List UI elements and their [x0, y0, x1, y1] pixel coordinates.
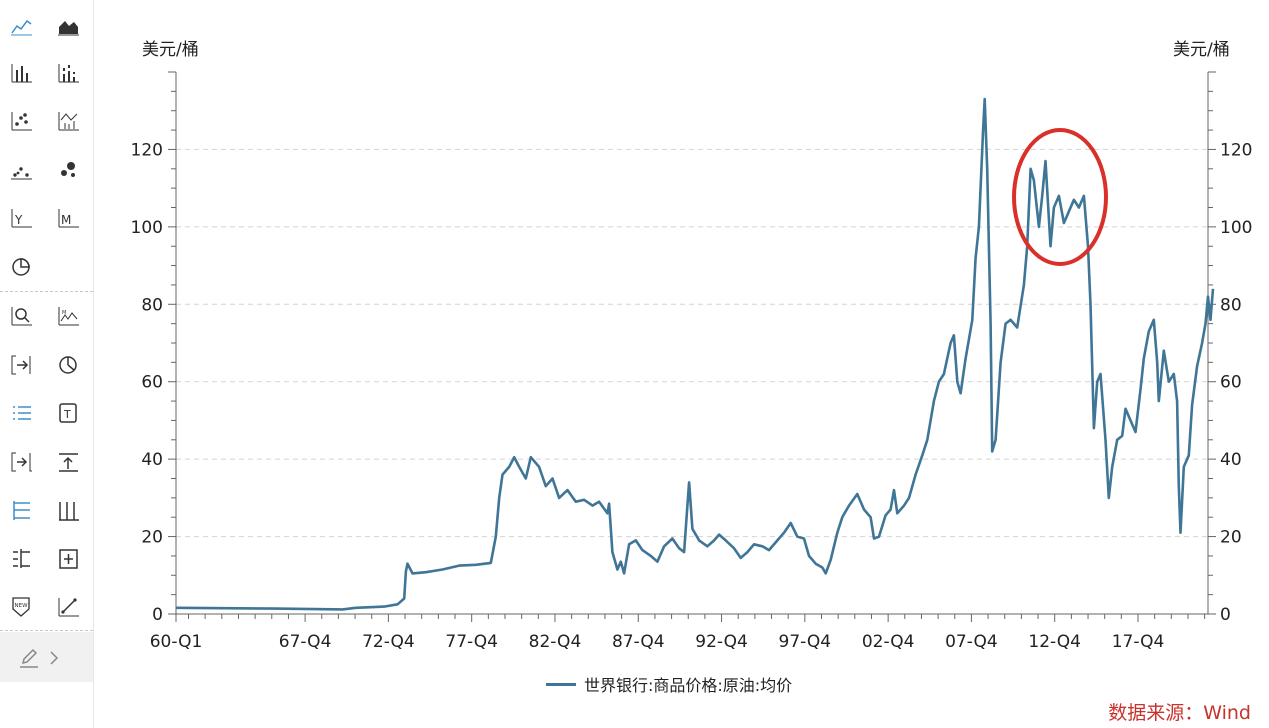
svg-text:NEW: NEW — [15, 603, 29, 609]
x-tick-label: 67-Q4 — [279, 632, 332, 652]
new-badge-icon: NEW — [12, 597, 30, 617]
y-tick-label-right: 40 — [1220, 450, 1242, 470]
axis-layer: 0 0 20 20 40 40 60 60 80 80 100 100 120 120 60-Q1 67-Q4… — [131, 71, 1252, 652]
x-tick-label: 92-Q4 — [695, 632, 748, 652]
shift-right-button[interactable] — [6, 446, 36, 476]
legend-list-button[interactable] — [6, 397, 36, 427]
bubble-chart-button[interactable] — [53, 154, 83, 184]
x-tick-label: 77-Q4 — [445, 632, 498, 652]
text-box-button[interactable]: T — [53, 397, 83, 427]
yearly-bar-button[interactable]: Y — [6, 202, 36, 232]
y-tick-label-left: 40 — [141, 450, 163, 470]
edit-icon[interactable] — [17, 646, 41, 670]
pie-chart-icon — [12, 258, 30, 276]
y-tick-label-right: 60 — [1220, 373, 1242, 393]
x-tick-label: 97-Q4 — [779, 632, 832, 652]
jump-to-end-icon — [11, 355, 31, 375]
data-source-note: 数据来源：Wind — [1108, 702, 1251, 724]
pie-slice-button[interactable] — [53, 349, 83, 379]
y-tick-label-right: 0 — [1220, 605, 1231, 625]
axis-grid-button[interactable] — [6, 495, 36, 525]
x-tick-label: 12-Q4 — [1028, 632, 1081, 652]
jump-to-end-button[interactable] — [6, 349, 36, 379]
stacked-bar-chart-icon — [58, 64, 79, 83]
y-tick-label-left: 100 — [131, 218, 163, 238]
bubble-chart-icon — [61, 162, 75, 177]
y-tick-label-left: 80 — [141, 295, 163, 315]
peak-label-icon: M — [58, 307, 79, 326]
legend-list-icon — [13, 406, 31, 420]
x-tick-label: 17-Q4 — [1112, 632, 1165, 652]
waterfall-chart-icon — [58, 112, 79, 131]
upload-axis-button[interactable] — [53, 446, 83, 476]
svg-text:Y: Y — [14, 213, 23, 227]
y-tick-label-right: 100 — [1220, 218, 1252, 238]
new-badge-button[interactable]: NEW — [6, 591, 36, 621]
svg-text:M: M — [61, 213, 71, 227]
line-chart-icon — [11, 19, 32, 36]
pie-chart-button[interactable] — [6, 251, 36, 281]
legend-swatch — [546, 682, 576, 686]
trend-line-button[interactable] — [53, 591, 83, 621]
scatter-chart-button[interactable] — [6, 105, 36, 135]
chevron-right-icon[interactable] — [47, 649, 61, 667]
bar-chart-icon — [11, 64, 32, 83]
waterfall-chart-button[interactable] — [53, 105, 83, 135]
svg-text:M: M — [62, 310, 66, 316]
toolbar-separator — [0, 291, 93, 292]
stacked-bar-chart-button[interactable] — [53, 57, 83, 87]
shift-right-icon — [11, 452, 32, 472]
y-tick-label-right: 120 — [1220, 140, 1252, 160]
line-chart-button[interactable] — [6, 10, 36, 40]
highlight-circle — [1012, 128, 1108, 266]
y-axis-unit-left: 美元/桶 — [142, 40, 199, 60]
x-tick-label: 60-Q1 — [150, 632, 203, 652]
x-tick-label: 07-Q4 — [945, 632, 998, 652]
area-chart-button[interactable] — [53, 10, 83, 40]
y-axis-unit-right: 美元/桶 — [1173, 40, 1230, 60]
yearly-bar-icon: Y — [11, 209, 32, 228]
split-axis-icon — [13, 549, 30, 568]
monthly-bar-icon: M — [58, 209, 79, 228]
grid-layer — [176, 148, 1208, 538]
y-tick-label-left: 0 — [152, 605, 163, 625]
y-tick-label-left: 60 — [141, 373, 163, 393]
bar-chart-button[interactable] — [6, 57, 36, 87]
axis-bar-icon — [59, 502, 79, 521]
series-line — [175, 97, 1215, 611]
scatter-chart-icon — [11, 112, 32, 131]
pie-slice-icon — [59, 356, 77, 374]
axis-grid-icon — [13, 501, 30, 520]
x-tick-label: 02-Q4 — [862, 632, 915, 652]
x-tick-label: 82-Q4 — [529, 632, 582, 652]
axis-bar-button[interactable] — [53, 495, 83, 525]
y-tick-label-right: 20 — [1220, 528, 1242, 548]
y-tick-label-left: 20 — [141, 528, 163, 548]
split-axis-button[interactable] — [6, 543, 36, 573]
y-tick-label-left: 120 — [131, 140, 163, 160]
area-chart-icon — [58, 21, 79, 36]
x-tick-label: 87-Q4 — [612, 632, 665, 652]
series-layer — [175, 97, 1215, 611]
toolbar-separator — [0, 630, 93, 631]
add-panel-button[interactable] — [53, 543, 83, 573]
trend-line-icon — [58, 598, 79, 617]
chart-type-toolbar: Y M M T NEW — [0, 0, 94, 728]
legend-label: 世界银行:商品价格:原油:均价 — [584, 676, 793, 695]
peak-label-button[interactable]: M — [53, 300, 83, 330]
dot-plot-button[interactable] — [6, 154, 36, 184]
dot-plot-icon — [11, 167, 32, 180]
monthly-bar-button[interactable]: M — [53, 202, 83, 232]
add-panel-icon — [59, 549, 78, 569]
svg-text:T: T — [63, 408, 71, 421]
text-box-icon: T — [59, 403, 77, 423]
zoom-icon — [11, 307, 32, 326]
toolbar-edit-panel[interactable] — [0, 632, 93, 682]
y-tick-label-right: 80 — [1220, 295, 1242, 315]
zoom-button[interactable] — [6, 300, 36, 330]
x-tick-label: 72-Q4 — [362, 632, 415, 652]
upload-axis-icon — [59, 453, 78, 472]
legend[interactable]: 世界银行:商品价格:原油:均价 — [546, 672, 792, 696]
